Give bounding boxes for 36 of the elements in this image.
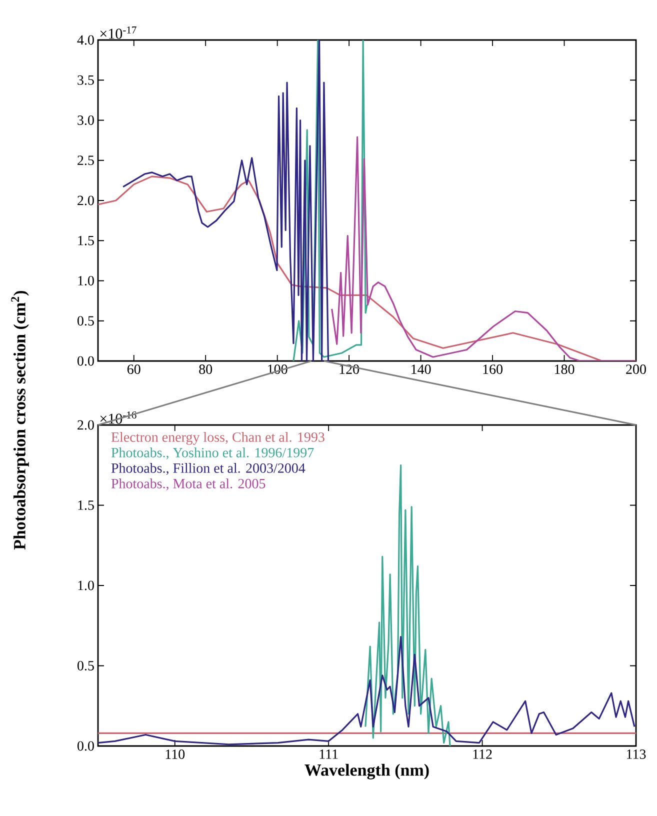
x-tick-label: 80 (199, 364, 212, 374)
y-tick-label: 4.0 (77, 35, 94, 45)
y-tick-label: 2.0 (78, 196, 94, 206)
text: Photoabs., Yoshino et al. 1996/1997 (111, 448, 314, 460)
y-tick-label: 3.0 (78, 115, 94, 126)
x-tick-label: 112 (473, 750, 492, 759)
text: Electron energy loss, Chan et al. 1993 (111, 432, 324, 445)
y-tick-label: 0.0 (78, 356, 94, 366)
y-tick-label: 2.0 (78, 420, 94, 430)
x-axis-title: Wavelength (nm) (304, 764, 429, 780)
line-series (122, 40, 330, 361)
x-tick-label: 140 (412, 364, 431, 374)
y-tick-label: 0.5 (78, 660, 94, 671)
text: Photoabs., Fillion et al. 2003/2004 (111, 463, 306, 475)
y-axis-title: Photoabsorption cross section (cm$^{2}$) (11, 290, 29, 550)
line-series (364, 464, 451, 746)
x-tick-label: 160 (483, 364, 502, 374)
line-series (331, 136, 636, 361)
line-series (292, 40, 368, 361)
y-tick-label: 1.0 (78, 580, 94, 590)
x-tick-label: 110 (166, 750, 185, 759)
text: ×10$^{-17}$ (100, 26, 136, 39)
y-tick-label: 0.0 (78, 741, 94, 751)
line-series (98, 636, 636, 746)
x-tick-label: 60 (127, 364, 140, 374)
y-tick-label: 1.5 (78, 500, 94, 510)
y-tick-label: 1.5 (78, 236, 94, 246)
x-tick-label: 111 (320, 750, 338, 759)
y-tick-label: 2.5 (78, 156, 94, 166)
y-tick-label: 0.5 (78, 316, 94, 326)
y-tick-label: 1.0 (78, 276, 94, 286)
x-tick-label: 113 (626, 750, 646, 759)
x-tick-label: 180 (554, 364, 574, 374)
x-tick-label: 200 (626, 364, 646, 374)
legend-label: Photoabs., Mota et al. 2005 (111, 478, 266, 490)
y-tick-label: 3.5 (78, 75, 94, 85)
